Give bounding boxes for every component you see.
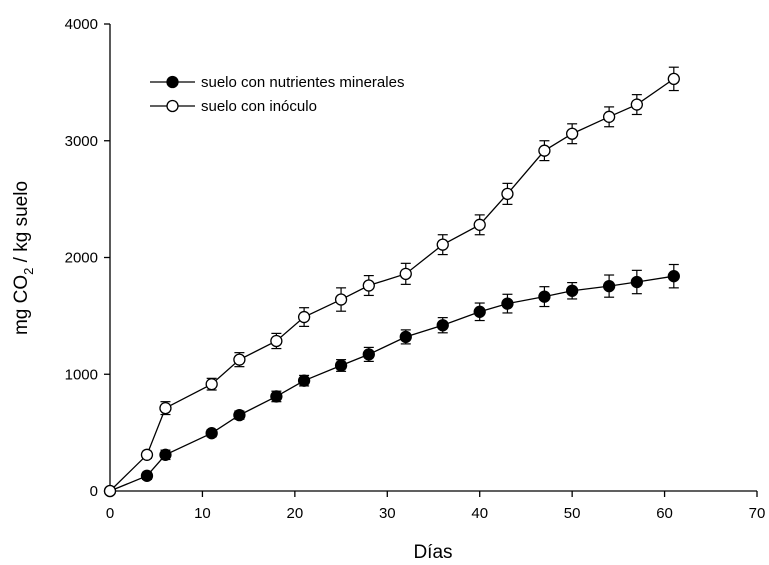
series-line [109, 275, 674, 492]
data-point-filled [270, 390, 283, 403]
x-tick-label: 70 [749, 505, 766, 522]
data-point-filled [399, 330, 412, 344]
plot-area [103, 66, 680, 498]
x-axis-ticks: 0 10 20 30 40 50 60 70 [106, 491, 766, 522]
x-tick-label: 0 [106, 505, 114, 522]
x-axis-title: Días [413, 542, 452, 563]
data-point-filled [565, 284, 579, 297]
y-tick-label: 3000 [65, 133, 98, 150]
series-1 [103, 263, 680, 498]
y-axis-title: mg CO2 / kg suelo [11, 181, 36, 335]
data-point-filled [436, 319, 449, 332]
data-point-open [630, 98, 643, 111]
data-point-open [334, 293, 348, 306]
x-tick-label: 50 [564, 505, 581, 522]
y-tick-label: 2000 [65, 250, 98, 267]
x-tick-label: 40 [471, 505, 488, 522]
data-point-filled [233, 408, 246, 422]
x-tick-label: 60 [656, 505, 673, 522]
y-axis-title-rest: / kg suelo [11, 181, 32, 268]
y-tick-label: 4000 [65, 16, 98, 33]
data-point-open [140, 448, 154, 461]
data-point-filled [538, 290, 551, 303]
y-axis-title-main: mg CO [11, 275, 32, 335]
x-tick-label: 30 [379, 505, 396, 522]
legend-marker [166, 99, 179, 113]
x-tick-label: 20 [287, 505, 304, 522]
data-point-open [205, 378, 218, 391]
data-point-filled [297, 374, 311, 387]
data-point-filled [362, 348, 375, 361]
legend-label: suelo con inóculo [201, 98, 317, 115]
series-line [109, 78, 675, 492]
data-point-open [270, 334, 283, 348]
data-point-open [602, 110, 616, 123]
data-point-open [667, 72, 680, 86]
data-point-filled [140, 469, 154, 482]
data-point-open [233, 353, 246, 366]
data-point-filled [602, 279, 616, 293]
y-axis-title-subscript: 2 [21, 268, 36, 275]
data-point-filled [205, 427, 218, 440]
data-point-open [103, 484, 117, 498]
y-tick-label: 1000 [65, 366, 98, 383]
legend-marker [166, 75, 179, 89]
legend-label: suelo con nutrientes minerales [201, 74, 404, 91]
data-point-open [565, 127, 579, 140]
data-point-open [362, 279, 375, 292]
data-point-filled [159, 448, 172, 461]
y-tick-label: 0 [90, 483, 98, 500]
legend: suelo con nutrientes minerales suelo con … [150, 74, 404, 115]
data-point-filled [501, 297, 514, 310]
data-point-open [159, 401, 172, 415]
data-point-open [473, 218, 486, 231]
data-point-open [297, 310, 311, 324]
data-point-filled [334, 359, 348, 372]
axes [109, 24, 757, 492]
data-point-open [436, 238, 449, 251]
data-point-filled [630, 275, 643, 289]
series-2 [103, 66, 680, 498]
data-point-open [501, 187, 514, 201]
data-point-open [399, 267, 412, 280]
data-point-filled [473, 305, 486, 318]
data-point-filled [667, 270, 680, 283]
y-axis-ticks: 0 1000 2000 3000 4000 [65, 16, 110, 500]
data-point-open [538, 144, 551, 157]
x-tick-label: 10 [194, 505, 211, 522]
